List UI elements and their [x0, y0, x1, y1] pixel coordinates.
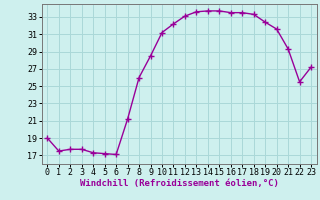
X-axis label: Windchill (Refroidissement éolien,°C): Windchill (Refroidissement éolien,°C) [80, 179, 279, 188]
